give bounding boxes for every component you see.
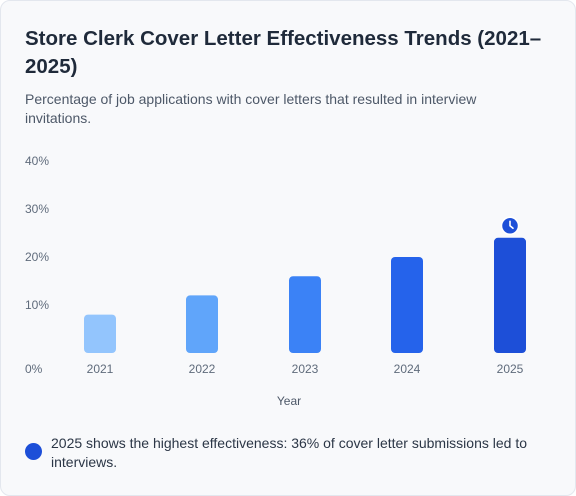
y-tick-label: 30% <box>25 202 49 216</box>
dot-icon <box>25 443 42 460</box>
bar-2023[interactable] <box>289 276 321 353</box>
bar-2025[interactable] <box>494 237 526 353</box>
x-tick-label: 2023 <box>292 362 319 376</box>
bar-chart: 0% 10% 20% 30% 40% 2021 2022 2023 2024 2025 Year <box>25 154 526 408</box>
y-tick-label: 20% <box>25 250 49 264</box>
y-tick-label: 0% <box>25 362 43 376</box>
bars <box>84 216 526 353</box>
chart-subtitle: Percentage of job applications with cove… <box>25 91 477 126</box>
x-tick-label: 2021 <box>87 362 114 376</box>
x-axis-title: Year <box>277 394 301 408</box>
bar-2022[interactable] <box>186 295 218 353</box>
x-tick-label: 2022 <box>189 362 216 376</box>
x-axis: 2021 2022 2023 2024 2025 <box>87 362 524 376</box>
bar-2021[interactable] <box>84 314 116 353</box>
highlight-note: 2025 shows the highest effectiveness: 36… <box>25 434 555 472</box>
y-axis: 0% 10% 20% 30% 40% <box>25 154 49 376</box>
y-tick-label: 10% <box>25 298 49 312</box>
clock-icon <box>500 216 520 236</box>
y-tick-label: 40% <box>25 154 49 168</box>
x-tick-label: 2025 <box>497 362 524 376</box>
note-text: 2025 shows the highest effectiveness: 36… <box>51 435 528 470</box>
chart-title: Store Clerk Cover Letter Effectiveness T… <box>25 27 542 78</box>
x-tick-label: 2024 <box>394 362 421 376</box>
bar-2024[interactable] <box>391 257 423 353</box>
